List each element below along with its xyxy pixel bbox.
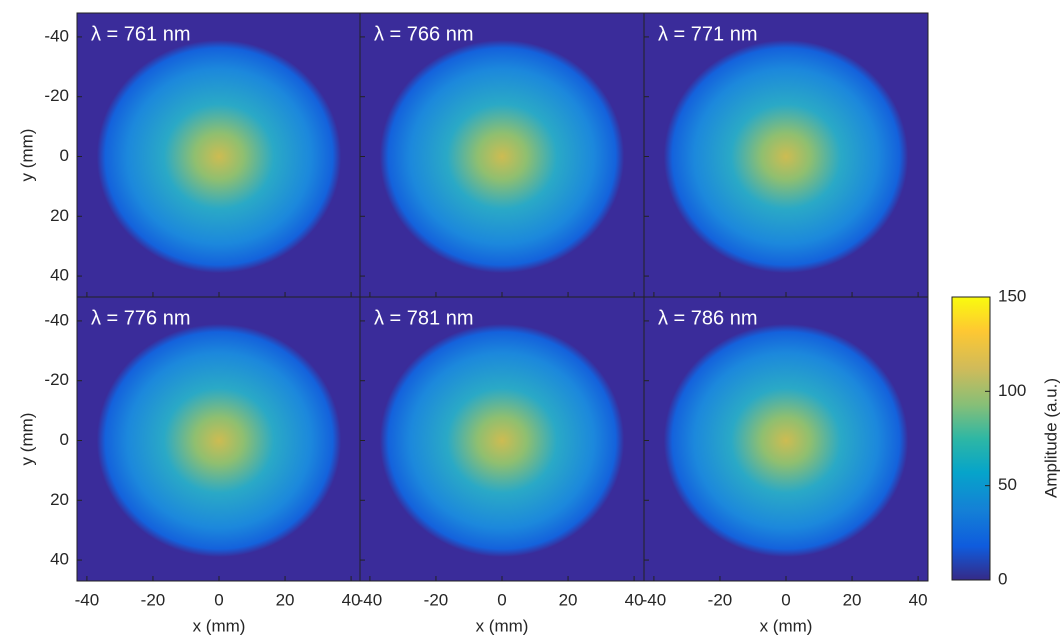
beam-image (379, 39, 625, 274)
y-axis-label: y (mm) (17, 413, 36, 466)
x-tick-label: 40 (909, 590, 928, 609)
beam-image (663, 323, 909, 558)
x-tick-label: 0 (781, 590, 790, 609)
y-tick-label: 20 (50, 206, 69, 225)
x-tick-label: 40 (342, 590, 361, 609)
colorbar (951, 296, 991, 581)
y-tick-label: 0 (60, 146, 69, 165)
panel (360, 13, 644, 297)
x-axis-label: x (mm) (760, 616, 813, 635)
y-tick-label: 0 (60, 430, 69, 449)
panel-title: λ = 771 nm (658, 23, 758, 45)
y-tick-label: 40 (50, 266, 69, 285)
x-tick-label: 20 (843, 590, 862, 609)
panel (644, 13, 928, 297)
panel-title: λ = 786 nm (658, 307, 758, 329)
panel (360, 297, 644, 581)
x-tick-label: 0 (497, 590, 506, 609)
y-tick-label: -40 (44, 26, 69, 45)
panel-title: λ = 766 nm (374, 23, 474, 45)
colorbar-label: Amplitude (a.u.) (1041, 378, 1060, 498)
colorbar-tick-label: 50 (998, 475, 1017, 494)
x-tick-label: 0 (214, 590, 223, 609)
y-axis-label: y (mm) (17, 129, 36, 182)
beam-image (96, 39, 342, 274)
y-tick-label: -40 (44, 310, 69, 329)
y-tick-label: -20 (44, 86, 69, 105)
beam-image (663, 39, 909, 274)
colorbar-tick-label: 0 (998, 569, 1007, 588)
panel-title: λ = 781 nm (374, 307, 474, 329)
panel-title: λ = 761 nm (91, 23, 191, 45)
x-axis-label: x (mm) (476, 616, 529, 635)
y-tick-label: 40 (50, 550, 69, 569)
x-tick-label: -40 (642, 590, 667, 609)
y-tick-label: 20 (50, 490, 69, 509)
panel (644, 297, 928, 581)
colorbar-tick-label: 150 (998, 286, 1026, 305)
x-tick-label: -20 (424, 590, 449, 609)
y-tick-label: -20 (44, 370, 69, 389)
colorbar-tick-label: 100 (998, 381, 1026, 400)
x-tick-label: -20 (141, 590, 166, 609)
x-axis-label: x (mm) (193, 616, 246, 635)
beam-image (96, 323, 342, 558)
panel (77, 297, 361, 581)
x-tick-label: -40 (358, 590, 383, 609)
x-tick-label: 20 (559, 590, 578, 609)
x-tick-label: 40 (625, 590, 644, 609)
panel-title: λ = 776 nm (91, 307, 191, 329)
beam-image (379, 323, 625, 558)
x-tick-label: -40 (75, 590, 100, 609)
panel (77, 13, 361, 297)
x-tick-label: -20 (708, 590, 733, 609)
x-tick-label: 20 (276, 590, 295, 609)
